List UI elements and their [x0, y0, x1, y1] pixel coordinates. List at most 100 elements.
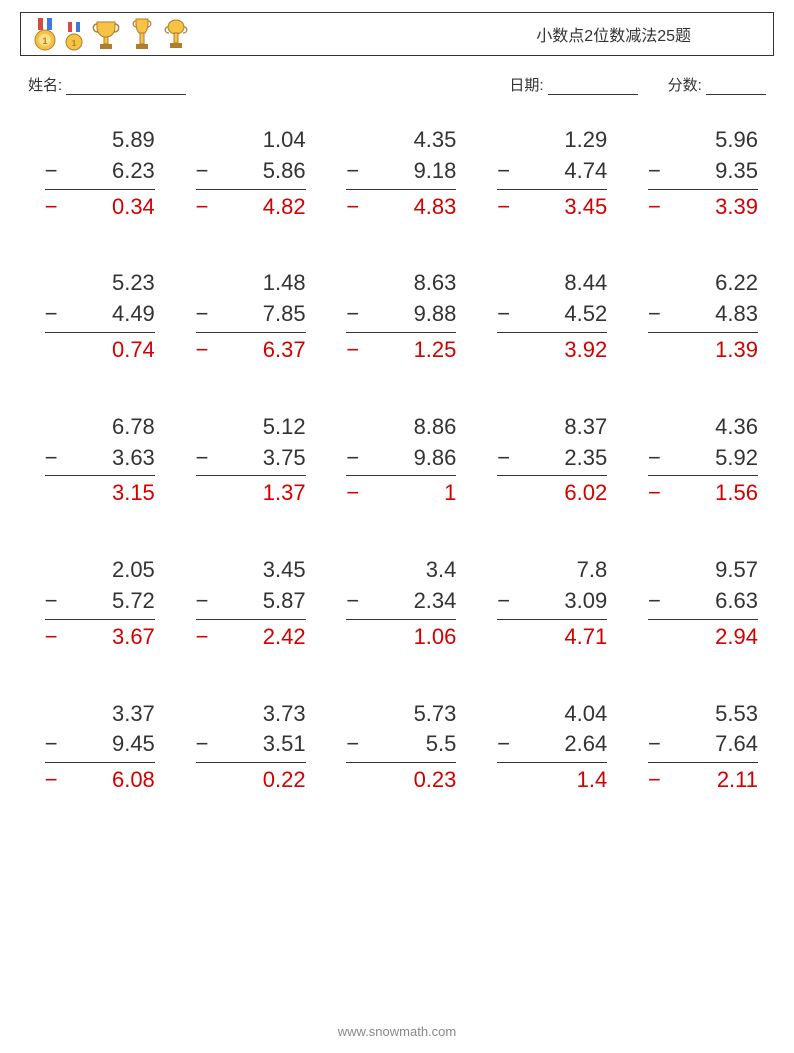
minuend: 5.96 [648, 125, 758, 156]
answer: −4.82 [196, 189, 306, 223]
answer-value: 6.08 [58, 765, 155, 796]
answer: 4.71 [497, 619, 607, 653]
minus-sign: − [45, 156, 58, 187]
subtrahend: 6.23 [58, 156, 155, 187]
subtraction-problem: 1.04−5.86−4.82 [196, 125, 306, 222]
answer-value: 1.25 [359, 335, 456, 366]
subtrahend-row: −9.86 [346, 443, 456, 474]
minuend: 3.45 [196, 555, 306, 586]
subtrahend: 5.87 [208, 586, 305, 617]
minuend: 5.53 [648, 699, 758, 730]
answer-minus: − [45, 765, 58, 796]
minus-sign: − [497, 729, 510, 760]
subtrahend: 3.09 [510, 586, 607, 617]
answer: −3.39 [648, 189, 758, 223]
minuend: 1.29 [497, 125, 607, 156]
answer: −6.37 [196, 332, 306, 366]
subtrahend-row: −6.23 [45, 156, 155, 187]
subtraction-problem: 4.35−9.18−4.83 [346, 125, 456, 222]
answer: −2.42 [196, 619, 306, 653]
answer-value: 3.45 [510, 192, 607, 223]
subtrahend: 4.52 [510, 299, 607, 330]
minus-sign: − [648, 586, 661, 617]
subtrahend-row: −3.75 [196, 443, 306, 474]
subtraction-problem: 8.44−4.523.92 [497, 268, 607, 365]
subtrahend: 4.74 [510, 156, 607, 187]
answer-minus: − [45, 192, 58, 223]
subtrahend-row: −5.92 [648, 443, 758, 474]
minuend: 1.04 [196, 125, 306, 156]
subtrahend-row: −5.87 [196, 586, 306, 617]
subtrahend-row: −5.5 [346, 729, 456, 760]
answer: −6.08 [45, 762, 155, 796]
subtrahend: 3.63 [58, 443, 155, 474]
medal-small-icon: 1 [65, 22, 83, 52]
subtraction-problem: 1.29−4.74−3.45 [497, 125, 607, 222]
date-label: 日期: [509, 77, 543, 94]
minus-sign: − [648, 156, 661, 187]
answer: 0.74 [45, 332, 155, 366]
answer: 6.02 [497, 475, 607, 509]
minuend: 8.63 [346, 268, 456, 299]
subtrahend-row: −9.18 [346, 156, 456, 187]
minuend: 4.35 [346, 125, 456, 156]
answer-minus: − [346, 335, 359, 366]
subtrahend-row: −5.72 [45, 586, 155, 617]
answer: 1.06 [346, 619, 456, 653]
problem-grid: 5.89−6.23−0.341.04−5.86−4.824.35−9.18−4.… [20, 125, 774, 796]
subtrahend-row: −7.64 [648, 729, 758, 760]
subtraction-problem: 1.48−7.85−6.37 [196, 268, 306, 365]
subtraction-problem: 5.73−5.50.23 [346, 699, 456, 796]
subtrahend-row: −3.63 [45, 443, 155, 474]
answer-minus: − [346, 192, 359, 223]
answer: 1.39 [648, 332, 758, 366]
subtraction-problem: 5.96−9.35−3.39 [648, 125, 758, 222]
answer-value: 1 [359, 478, 456, 509]
info-line: 姓名: 日期: 分数: [20, 74, 774, 95]
answer-minus: − [497, 192, 510, 223]
subtrahend-row: −4.52 [497, 299, 607, 330]
subtraction-problem: 6.78−3.633.15 [45, 412, 155, 509]
answer: 1.4 [497, 762, 607, 796]
answer: −0.34 [45, 189, 155, 223]
answer-value: 0.34 [58, 192, 155, 223]
minus-sign: − [45, 729, 58, 760]
subtrahend: 3.75 [208, 443, 305, 474]
minuend: 3.4 [346, 555, 456, 586]
score-field: 分数: [668, 74, 766, 95]
name-label: 姓名: [28, 77, 62, 94]
subtraction-problem: 3.37−9.45−6.08 [45, 699, 155, 796]
subtrahend: 6.63 [661, 586, 758, 617]
answer: −2.11 [648, 762, 758, 796]
minuend: 5.73 [346, 699, 456, 730]
score-label: 分数: [668, 77, 702, 94]
subtraction-problem: 5.12−3.751.37 [196, 412, 306, 509]
minuend: 7.8 [497, 555, 607, 586]
subtrahend: 7.64 [661, 729, 758, 760]
worksheet-title: 小数点2位数减法25题 [536, 22, 761, 46]
subtrahend-row: −3.51 [196, 729, 306, 760]
answer-value: 1.56 [661, 478, 758, 509]
answer: −4.83 [346, 189, 456, 223]
worksheet-page: 1 1 [0, 0, 794, 1053]
subtrahend: 2.64 [510, 729, 607, 760]
minus-sign: − [346, 729, 359, 760]
answer-value: 4.83 [359, 192, 456, 223]
minuend: 5.89 [45, 125, 155, 156]
minus-sign: − [346, 299, 359, 330]
subtrahend-row: −2.64 [497, 729, 607, 760]
minuend: 2.05 [45, 555, 155, 586]
answer: −1.25 [346, 332, 456, 366]
minuend: 6.78 [45, 412, 155, 443]
answer-value: 2.11 [661, 765, 758, 796]
minuend: 5.12 [196, 412, 306, 443]
subtrahend: 5.72 [58, 586, 155, 617]
minus-sign: − [648, 443, 661, 474]
name-field: 姓名: [28, 74, 509, 95]
minus-sign: − [497, 299, 510, 330]
answer: 1.37 [196, 475, 306, 509]
subtraction-problem: 8.86−9.86−1 [346, 412, 456, 509]
trophy-tall-icon [129, 16, 155, 52]
date-field: 日期: [509, 74, 637, 95]
answer-minus: − [45, 622, 58, 653]
